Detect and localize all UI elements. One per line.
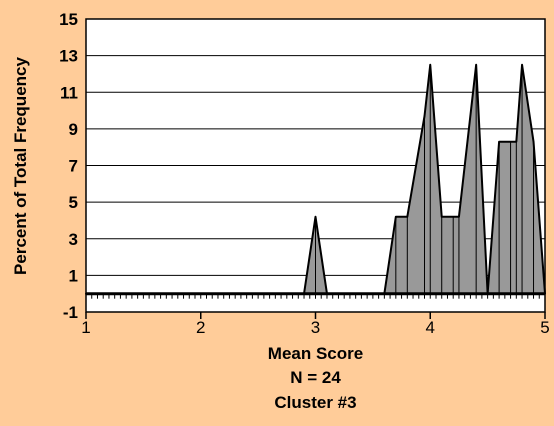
y-tick-labels: 15 13 11 9 7 5 3 1 -1 <box>59 10 78 322</box>
y-tick-label: 9 <box>69 120 78 139</box>
y-tick-label: 3 <box>69 230 78 249</box>
y-axis-label: Percent of Total Frequency <box>11 57 30 275</box>
y-tick-label: -1 <box>63 303 78 322</box>
x-axis-label: Mean Score <box>267 344 364 363</box>
y-tick-label: 7 <box>69 157 78 176</box>
x-tick-label: 4 <box>426 318 435 337</box>
x-tick-labels: 1 2 3 4 5 <box>81 318 549 337</box>
x-tick-label: 2 <box>196 318 205 337</box>
x-tick-label: 5 <box>540 318 549 337</box>
x-tick-label: 1 <box>81 318 90 337</box>
y-tick-label: 13 <box>59 47 78 66</box>
x-tick-label: 3 <box>311 318 320 337</box>
y-tick-label: 11 <box>60 83 78 102</box>
caption-n: N = 24 <box>290 368 341 387</box>
caption-cluster: Cluster #3 <box>274 393 357 412</box>
axes <box>85 18 546 319</box>
y-tick-label: 15 <box>59 10 78 29</box>
y-tick-label: 1 <box>69 266 78 285</box>
y-tick-label: 5 <box>69 193 78 212</box>
series-area <box>85 63 546 296</box>
